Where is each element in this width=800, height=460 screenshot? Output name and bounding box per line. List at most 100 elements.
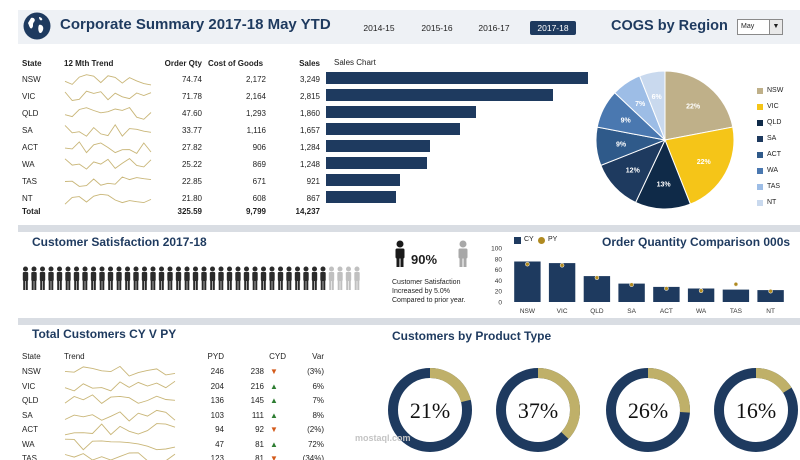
- row-qty: 71.78: [181, 92, 202, 101]
- row-sales: 1,860: [299, 109, 320, 118]
- py-marker-VIC: [559, 263, 565, 268]
- donut-chart: 26%: [606, 368, 690, 452]
- satisfaction-title: Customer Satisfaction 2017-18: [32, 235, 207, 249]
- row-cogs: 608: [252, 194, 266, 203]
- legend-item-ACT: ACT: [757, 150, 797, 160]
- person-icon: [235, 266, 241, 290]
- row-qty: 33.77: [181, 126, 202, 135]
- order-chart-title: Order Quantity Comparison 000s: [602, 235, 791, 249]
- row-pyd: 103: [210, 410, 224, 420]
- legend-item-NSW: NSW: [757, 86, 797, 96]
- month-select[interactable]: May ▼: [737, 19, 783, 35]
- donut-chart: 16%: [714, 368, 798, 452]
- col-cyd: CYD: [269, 352, 286, 361]
- row-qty: 74.74: [181, 75, 202, 84]
- table-row: VIC 204 216 ▲ 6%: [22, 381, 332, 393]
- donut-label: 16%: [736, 398, 776, 423]
- person-icon: [269, 266, 275, 290]
- x-tick-label: ACT: [660, 308, 673, 315]
- col-pyd: PYD: [207, 352, 224, 361]
- row-state: WA: [22, 439, 35, 449]
- customers-header-row: State Trend PYD CYD Var: [22, 351, 332, 363]
- row-state: VIC: [22, 381, 36, 391]
- donut-chart: 37%: [496, 368, 580, 452]
- sales-bar-WA: [326, 157, 427, 169]
- legend-label: TAS: [767, 183, 781, 190]
- donut-label: 21%: [410, 398, 450, 423]
- pie-label-QLD: 13%: [657, 182, 672, 189]
- person-icon: [116, 266, 122, 290]
- table-row: NT 21.80 608 867: [22, 193, 322, 205]
- order-bar-TAS: [722, 289, 750, 302]
- row-state: ACT: [22, 143, 38, 152]
- person-icon: [337, 266, 343, 290]
- person-icon: [141, 266, 148, 290]
- donut-chart: 21%: [388, 368, 472, 452]
- sales-bar-SA: [326, 123, 460, 135]
- satisfaction-percent: 90%: [411, 252, 438, 267]
- row-var: (3%): [307, 367, 324, 376]
- order-bar-NSW: [514, 261, 541, 302]
- person-icon-grey: [458, 240, 468, 267]
- person-icon: [99, 266, 105, 290]
- year-tab-2015-16[interactable]: 2015-16: [421, 23, 453, 33]
- caption-line-3: Compared to prior year.: [392, 297, 466, 304]
- person-icon: [286, 266, 292, 290]
- person-icon: [226, 266, 233, 290]
- person-icon: [201, 266, 207, 290]
- y-tick-label: 20: [495, 289, 503, 296]
- year-tab-2017-18[interactable]: 2017-18: [530, 21, 576, 35]
- pie-label-NT: 6%: [652, 94, 663, 101]
- row-pyd: 94: [215, 425, 224, 434]
- pie-label-NSW: 22%: [686, 104, 701, 111]
- donut-value-arc: [606, 368, 690, 452]
- row-state: TAS: [22, 177, 37, 186]
- person-icon: [150, 266, 156, 290]
- py-marker-ACT: [664, 286, 669, 291]
- table-row: ACT 27.82 906 1,284: [22, 142, 322, 154]
- person-icon: [192, 266, 199, 290]
- row-qty: 47.60: [181, 109, 202, 118]
- page-title: Corporate Summary 2017-18 May YTD: [60, 16, 331, 33]
- sparkline: [64, 158, 152, 170]
- col-qty: Order Qty: [164, 59, 202, 68]
- col-trend: Trend: [64, 352, 85, 361]
- y-tick-label: 60: [495, 267, 503, 274]
- year-tab-2014-15[interactable]: 2014-15: [363, 23, 395, 33]
- sparkline: [64, 123, 152, 137]
- row-state: WA: [22, 160, 35, 169]
- legend-swatch: [757, 88, 763, 94]
- legend-item-VIC: VIC: [757, 102, 797, 112]
- legend-label: VIC: [767, 103, 779, 110]
- product-type-title: Customers by Product Type: [392, 329, 552, 343]
- col-trend: 12 Mth Trend: [64, 59, 114, 68]
- row-sales: 1,657: [299, 126, 320, 135]
- x-tick-label: VIC: [557, 308, 568, 315]
- order-bar-QLD: [583, 276, 611, 302]
- person-icon: [260, 266, 267, 290]
- summary-header-row: State 12 Mth Trend Order Qty Cost of Goods S…: [22, 58, 322, 70]
- legend-item-WA: WA: [757, 166, 797, 176]
- sales-bar-QLD: [326, 106, 476, 118]
- summary-table: State 12 Mth Trend Order Qty Cost of Goods S…: [22, 58, 322, 218]
- year-tab-2016-17[interactable]: 2016-17: [478, 23, 510, 33]
- chevron-down-icon[interactable]: ▼: [769, 20, 782, 34]
- cogs-title: COGS by Region: [611, 18, 728, 34]
- order-bar-VIC: [548, 263, 576, 302]
- satisfaction-caption: Customer Satisfaction Increased by 5.0% …: [392, 278, 466, 305]
- sparkline: [64, 380, 176, 391]
- person-icon: [82, 266, 88, 290]
- py-marker-NSW: [525, 261, 530, 267]
- thumbs-down-icon: ▼: [270, 367, 278, 376]
- legend-cy-label: CY: [524, 236, 534, 243]
- row-var: 8%: [312, 410, 324, 420]
- sparkline: [64, 423, 176, 436]
- table-row: TAS 123 81 ▼ (34%): [22, 453, 332, 460]
- table-row: QLD 136 145 ▲ 7%: [22, 395, 332, 407]
- order-bar-WA: [687, 288, 715, 302]
- x-tick-label: WA: [696, 308, 707, 315]
- order-chart: 0 20 40 60 80 100 NSW VIC QLD SA ACT WA TAS NT: [491, 246, 784, 315]
- watermark: mostaql.com: [355, 433, 411, 443]
- pie-slice-NT: [638, 70, 666, 141]
- row-cyd: 92: [255, 425, 264, 434]
